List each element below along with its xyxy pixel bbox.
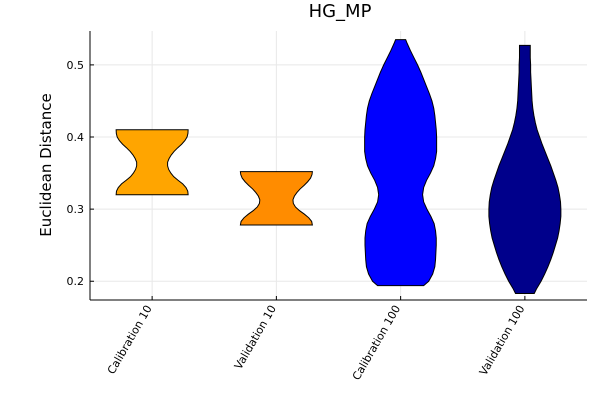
y-tick-label: 0.5 bbox=[67, 59, 85, 72]
violin-calibration-100 bbox=[364, 39, 438, 287]
x-tick-label: Validation 100 bbox=[477, 303, 528, 378]
y-tick-label: 0.2 bbox=[67, 275, 85, 288]
violin-calibration-10 bbox=[115, 129, 189, 196]
y-tick-label: 0.4 bbox=[67, 131, 85, 144]
y-axis-label: Euclidean Distance bbox=[37, 93, 55, 236]
x-tick-label: Calibration 100 bbox=[350, 303, 403, 383]
x-tick-label: Validation 10 bbox=[232, 303, 279, 372]
violin-layer bbox=[115, 39, 562, 295]
violin-validation-100 bbox=[488, 44, 562, 295]
y-tick-label: 0.3 bbox=[67, 203, 85, 216]
chart-title: HG_MP bbox=[309, 1, 372, 22]
violin-validation-10 bbox=[239, 171, 313, 226]
x-tick-label: Calibration 10 bbox=[105, 303, 155, 376]
